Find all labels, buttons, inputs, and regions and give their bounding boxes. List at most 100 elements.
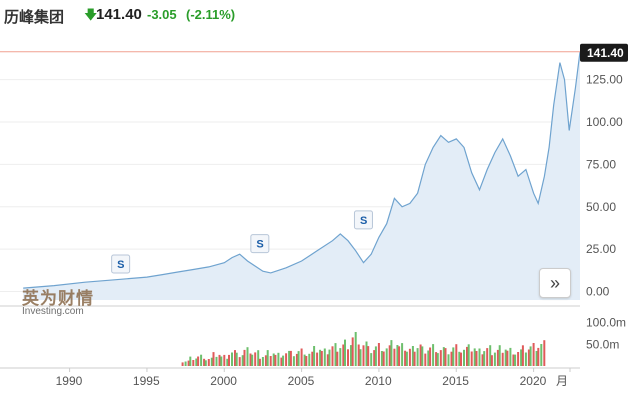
volume-bar xyxy=(478,348,481,366)
y-tick-label: 0.00 xyxy=(586,285,610,299)
volume-bar xyxy=(320,351,323,366)
y-tick-label: 50.00 xyxy=(586,200,616,214)
volume-bar xyxy=(305,356,308,366)
price-line xyxy=(23,51,581,289)
volume-bar xyxy=(187,360,190,366)
volume-bar xyxy=(404,350,407,366)
volume-bar xyxy=(204,360,207,366)
volume-bar xyxy=(226,358,229,366)
volume-bar xyxy=(339,348,342,366)
volume-bar xyxy=(455,344,458,366)
volume-bar xyxy=(359,349,362,366)
down-arrow-icon: 🡇 xyxy=(84,7,98,22)
volume-bar xyxy=(543,340,546,366)
price-area xyxy=(23,51,580,300)
volume-bar xyxy=(436,353,439,366)
double-chevron-right-icon: » xyxy=(549,272,560,293)
volume-bar xyxy=(493,352,496,366)
volume-bar xyxy=(243,349,246,366)
volume-bar xyxy=(231,352,233,366)
volume-bar xyxy=(416,348,419,366)
volume-bar xyxy=(450,351,453,366)
volume-bar xyxy=(524,352,527,366)
volume-bar xyxy=(367,346,370,366)
header: 历峰集团 🡇 141.40 -3.05 (-2.11%) xyxy=(0,0,640,34)
volume-bar xyxy=(249,353,252,366)
volume-bar xyxy=(540,344,543,366)
volume-bar xyxy=(350,345,352,366)
volume-bar xyxy=(316,352,319,366)
volume-bar xyxy=(385,348,388,366)
volume-bar xyxy=(285,353,288,366)
volume-bar xyxy=(347,349,349,366)
volume-bar xyxy=(374,346,377,366)
split-marker-label: S xyxy=(360,215,367,227)
y-tick-label: 100.00 xyxy=(586,115,623,129)
volume-bar xyxy=(419,344,422,366)
volume-bar xyxy=(396,345,399,366)
volume-bar xyxy=(481,354,484,366)
volume-bar xyxy=(388,345,391,366)
volume-bar xyxy=(520,349,523,366)
volume-bar xyxy=(200,354,203,366)
y-axis: 0.00 25.00 50.00 75.00 100.00 125.00 xyxy=(586,73,623,299)
volume-bar xyxy=(261,357,264,366)
volume-bar xyxy=(466,346,468,366)
volume-bar xyxy=(447,354,450,366)
x-tick-label: 2010 xyxy=(365,374,392,388)
volume-bar xyxy=(351,337,354,366)
volume-bar xyxy=(235,352,238,366)
volume-bar xyxy=(354,332,357,366)
volume-bar xyxy=(362,345,365,366)
volume-bar xyxy=(490,355,493,366)
stock-price: 141.40 xyxy=(96,6,142,23)
volume-bar xyxy=(463,349,465,366)
volume-bar xyxy=(272,353,275,366)
volume-bar xyxy=(292,356,295,366)
volume-bar xyxy=(432,344,435,366)
volume-bar xyxy=(328,349,331,366)
investing-logo: 英为财情 Investing.com xyxy=(22,284,94,317)
volume-bar xyxy=(282,355,285,366)
volume-bar xyxy=(210,357,213,366)
volume-bar xyxy=(203,358,206,366)
price-change-percent: (-2.11%) xyxy=(186,7,236,22)
volume-bar xyxy=(218,354,221,366)
logo-cn-text: 英为财情 xyxy=(22,289,94,308)
volume-bar xyxy=(444,348,447,366)
split-marker-box xyxy=(111,254,131,274)
y-tick-label: 75.00 xyxy=(586,157,616,171)
volume-bar xyxy=(181,362,184,366)
volume-bar xyxy=(331,346,334,366)
volume-bar xyxy=(439,350,442,366)
volume-bar xyxy=(429,347,432,366)
volume-bar xyxy=(424,353,427,366)
volume-bar xyxy=(323,348,326,366)
volume-bar xyxy=(527,349,530,366)
volume-bar xyxy=(295,353,298,366)
x-tick-label: 2005 xyxy=(288,374,315,388)
scroll-forward-button[interactable]: » xyxy=(539,268,571,298)
y-tick-label: 25.00 xyxy=(586,242,616,256)
volume-bar xyxy=(506,350,509,366)
volume-bar xyxy=(223,354,226,366)
x-tick-label: 2020 xyxy=(520,374,547,388)
volume-bar xyxy=(300,348,303,366)
volume-bar xyxy=(411,346,414,366)
volume-bar xyxy=(238,357,241,366)
volume-bar xyxy=(197,356,200,366)
volume-bar xyxy=(460,352,462,366)
volume-bar xyxy=(289,350,292,366)
volume-bar xyxy=(498,345,501,366)
volume-bar xyxy=(529,346,532,366)
volume-bar xyxy=(264,355,267,366)
volume-bar xyxy=(192,360,195,366)
volume-bar xyxy=(215,356,218,366)
volume-bar xyxy=(421,346,424,366)
x-axis: 1990 1995 2000 2005 2010 2015 2020 月 xyxy=(56,368,571,388)
volume-bar xyxy=(246,347,249,366)
volume-bar xyxy=(483,351,486,366)
volume-axis: 100.0m 50.0m xyxy=(586,316,626,352)
volume-bar xyxy=(195,358,198,366)
